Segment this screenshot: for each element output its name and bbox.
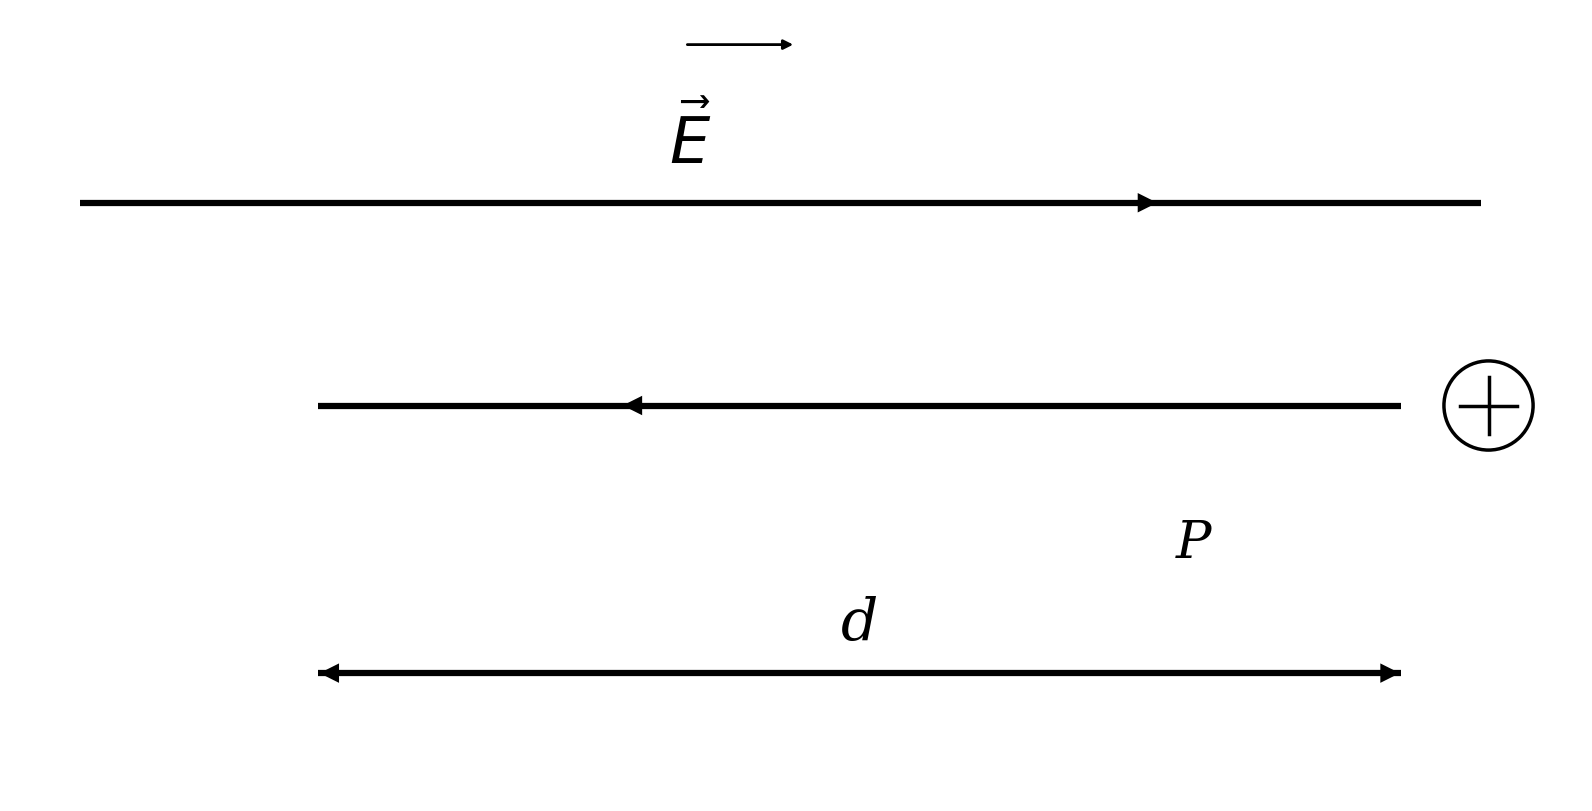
Text: d: d: [841, 596, 879, 653]
Text: P: P: [1176, 518, 1212, 569]
Text: $\vec{E}$: $\vec{E}$: [669, 105, 712, 178]
